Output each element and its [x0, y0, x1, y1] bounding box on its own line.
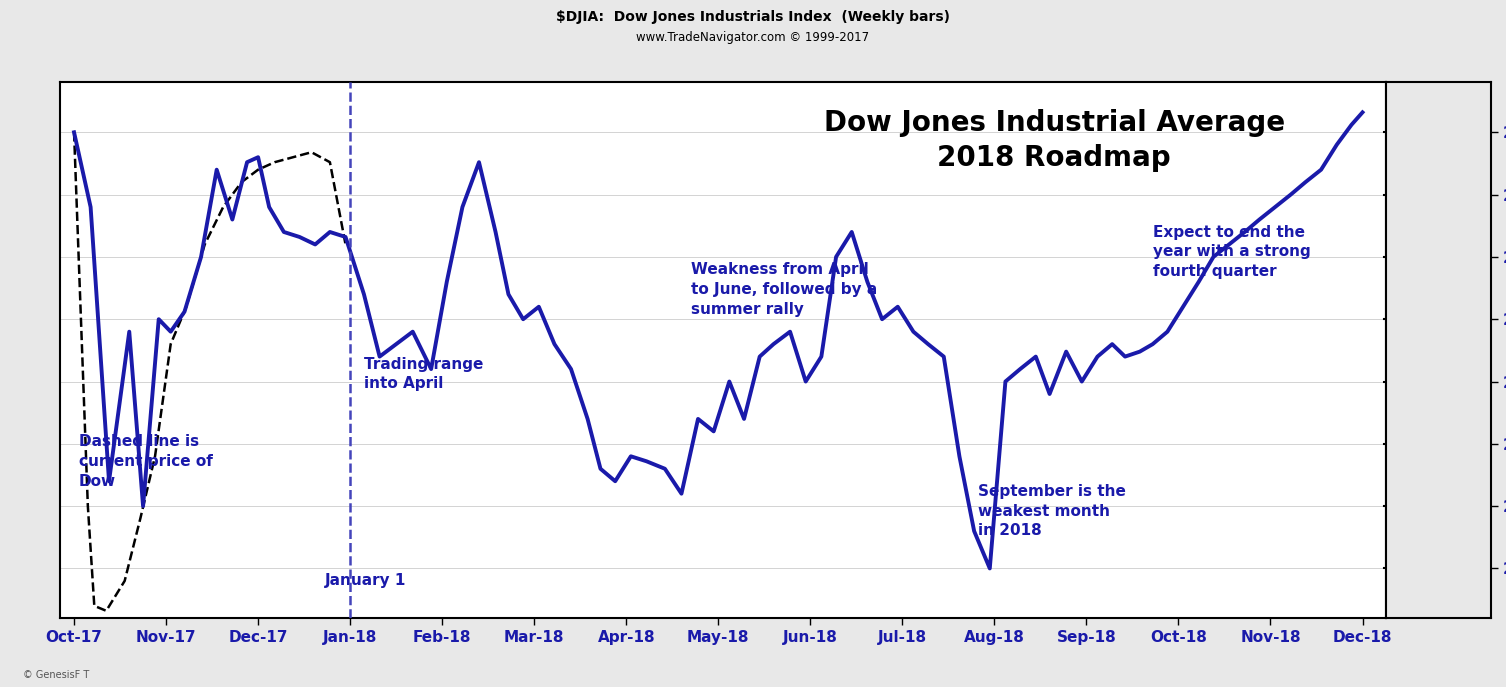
Text: $DJIA:  Dow Jones Industrials Index  (Weekly bars): $DJIA: Dow Jones Industrials Index (Week… [556, 10, 950, 24]
Text: © GenesisF T: © GenesisF T [23, 670, 89, 680]
Text: Dow Jones Industrial Average
2018 Roadmap: Dow Jones Industrial Average 2018 Roadma… [824, 109, 1285, 172]
Text: Weakness from April
to June, followed by a
summer rally: Weakness from April to June, followed by… [691, 262, 876, 317]
Text: www.TradeNavigator.com © 1999-2017: www.TradeNavigator.com © 1999-2017 [637, 31, 869, 44]
Text: January 1: January 1 [324, 574, 405, 588]
Text: September is the
weakest month
in 2018: September is the weakest month in 2018 [977, 484, 1125, 539]
Text: Dashed line is
current price of
Dow: Dashed line is current price of Dow [78, 434, 212, 488]
Text: Expect to end the
year with a strong
fourth quarter: Expect to end the year with a strong fou… [1152, 225, 1310, 279]
Text: Trading range
into April: Trading range into April [364, 357, 483, 392]
